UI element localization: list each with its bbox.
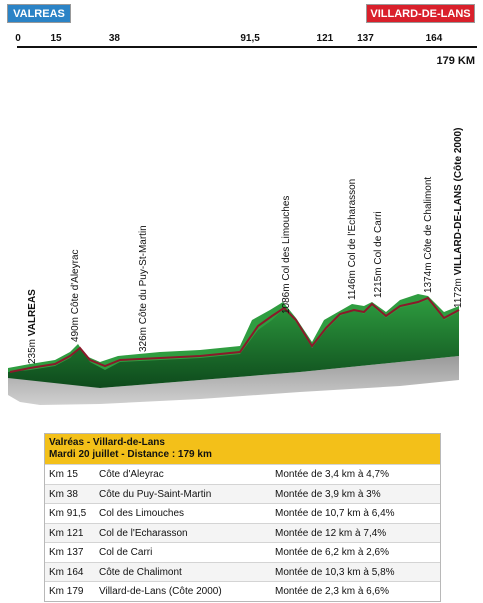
stage-title: Valréas - Villard-de-Lans <box>49 437 165 448</box>
total-distance: 179 KM <box>436 55 475 67</box>
km-marker-label: 137 <box>357 33 374 44</box>
terrain-front-face <box>8 300 459 388</box>
start-town-badge: VALREAS <box>7 4 71 23</box>
table-row: Km 179 Villard-de-Lans (Côte 2000) Montée … <box>45 581 440 601</box>
row-climb-name: Côte d'Aleyrac <box>99 469 164 480</box>
km-marker-label: 91,5 <box>240 33 260 44</box>
climb-label: 1086m Col des Limouches <box>281 196 292 314</box>
row-km: Km 38 <box>49 488 78 500</box>
climb-label: 1146m Col de l'Echarasson <box>347 179 358 300</box>
row-climb-name: Côte du Puy-Saint-Martin <box>99 488 212 500</box>
climb-label: 1374m Côte de Chalimont <box>423 177 434 293</box>
table-row: Km 164 Côte de Chalimont Montée de 10,3 km… <box>45 561 440 581</box>
stage-profile: 235m VALREAS 490m Côte d'Aleyrac 326m Côte… <box>8 128 464 405</box>
climb-label: 326m Côte du Puy-St-Martin <box>138 225 149 352</box>
row-climb-name: Col de l'Echarasson <box>99 527 188 539</box>
row-climb-name: Col de Carri <box>99 547 153 558</box>
row-climb-desc: Montée de 2,3 km à 6,6% <box>275 586 389 597</box>
row-km: Km 179 <box>49 586 84 597</box>
row-climb-name: Col des Limouches <box>99 508 185 519</box>
row-climb-desc: Montée de 3,4 km à 4,7% <box>275 469 389 480</box>
km-marker-label: 121 <box>316 33 334 44</box>
climb-labels: 235m VALREAS 490m Côte d'Aleyrac 326m Côte… <box>27 128 464 364</box>
table-row: Km 121 Col de l'Echarasson Montée de 12 km… <box>45 522 440 542</box>
climb-label: 235m VALREAS <box>27 289 38 364</box>
table-row: Km 91,5 Col des Limouches Montée de 10,7 k… <box>45 503 440 523</box>
row-climb-desc: Montée de 10,3 km à 5,8% <box>275 566 395 578</box>
row-climb-desc: Montée de 10,7 km à 6,4% <box>275 508 395 519</box>
climb-label: 1215m Col de Carri <box>373 211 384 298</box>
table-row: Km 38 Côte du Puy-Saint-Martin Montée de 3… <box>45 483 440 503</box>
km-marker-label: 15 <box>50 33 62 44</box>
table-row: Km 137 Col de Carri Montée de 6,2 km à 2,6… <box>45 542 440 562</box>
row-km: Km 121 <box>49 527 84 539</box>
stage-info-header: Valréas - Villard-de-Lans Mardi 20 juill… <box>45 434 440 464</box>
climb-label: 490m Côte d'Aleyrac <box>70 249 81 342</box>
row-km: Km 137 <box>49 547 84 558</box>
stage-info-table: Valréas - Villard-de-Lans Mardi 20 juill… <box>44 433 441 602</box>
profile-line <box>9 296 460 373</box>
km-axis <box>17 46 477 48</box>
km-marker-label: 0 <box>15 33 21 44</box>
row-climb-desc: Montée de 3,9 km à 3% <box>275 488 381 500</box>
row-km: Km 164 <box>49 566 84 578</box>
row-climb-desc: Montée de 6,2 km à 2,6% <box>275 547 389 558</box>
table-row: Km 15 Côte d'Aleyrac Montée de 3,4 km à 4,… <box>45 464 440 484</box>
climb-label: 1172m VILLARD-DE-LANS (Côte 2000) <box>453 128 464 308</box>
row-climb-desc: Montée de 12 km à 7,4% <box>275 527 387 539</box>
terrain-base <box>8 356 459 405</box>
finish-town-badge: VILLARD-DE-LANS <box>366 4 475 23</box>
km-marker-label: 38 <box>108 33 120 44</box>
row-km: Km 91,5 <box>49 508 87 519</box>
row-km: Km 15 <box>49 469 78 480</box>
km-marker-label: 164 <box>425 33 443 44</box>
stage-info-rows: Km 15 Côte d'Aleyrac Montée de 3,4 km à 4,… <box>45 464 440 601</box>
row-climb-name: Villard-de-Lans (Côte 2000) <box>99 586 222 597</box>
row-climb-name: Côte de Chalimont <box>99 566 182 578</box>
stage-subtitle: Mardi 20 juillet - Distance : 179 km <box>49 449 212 460</box>
